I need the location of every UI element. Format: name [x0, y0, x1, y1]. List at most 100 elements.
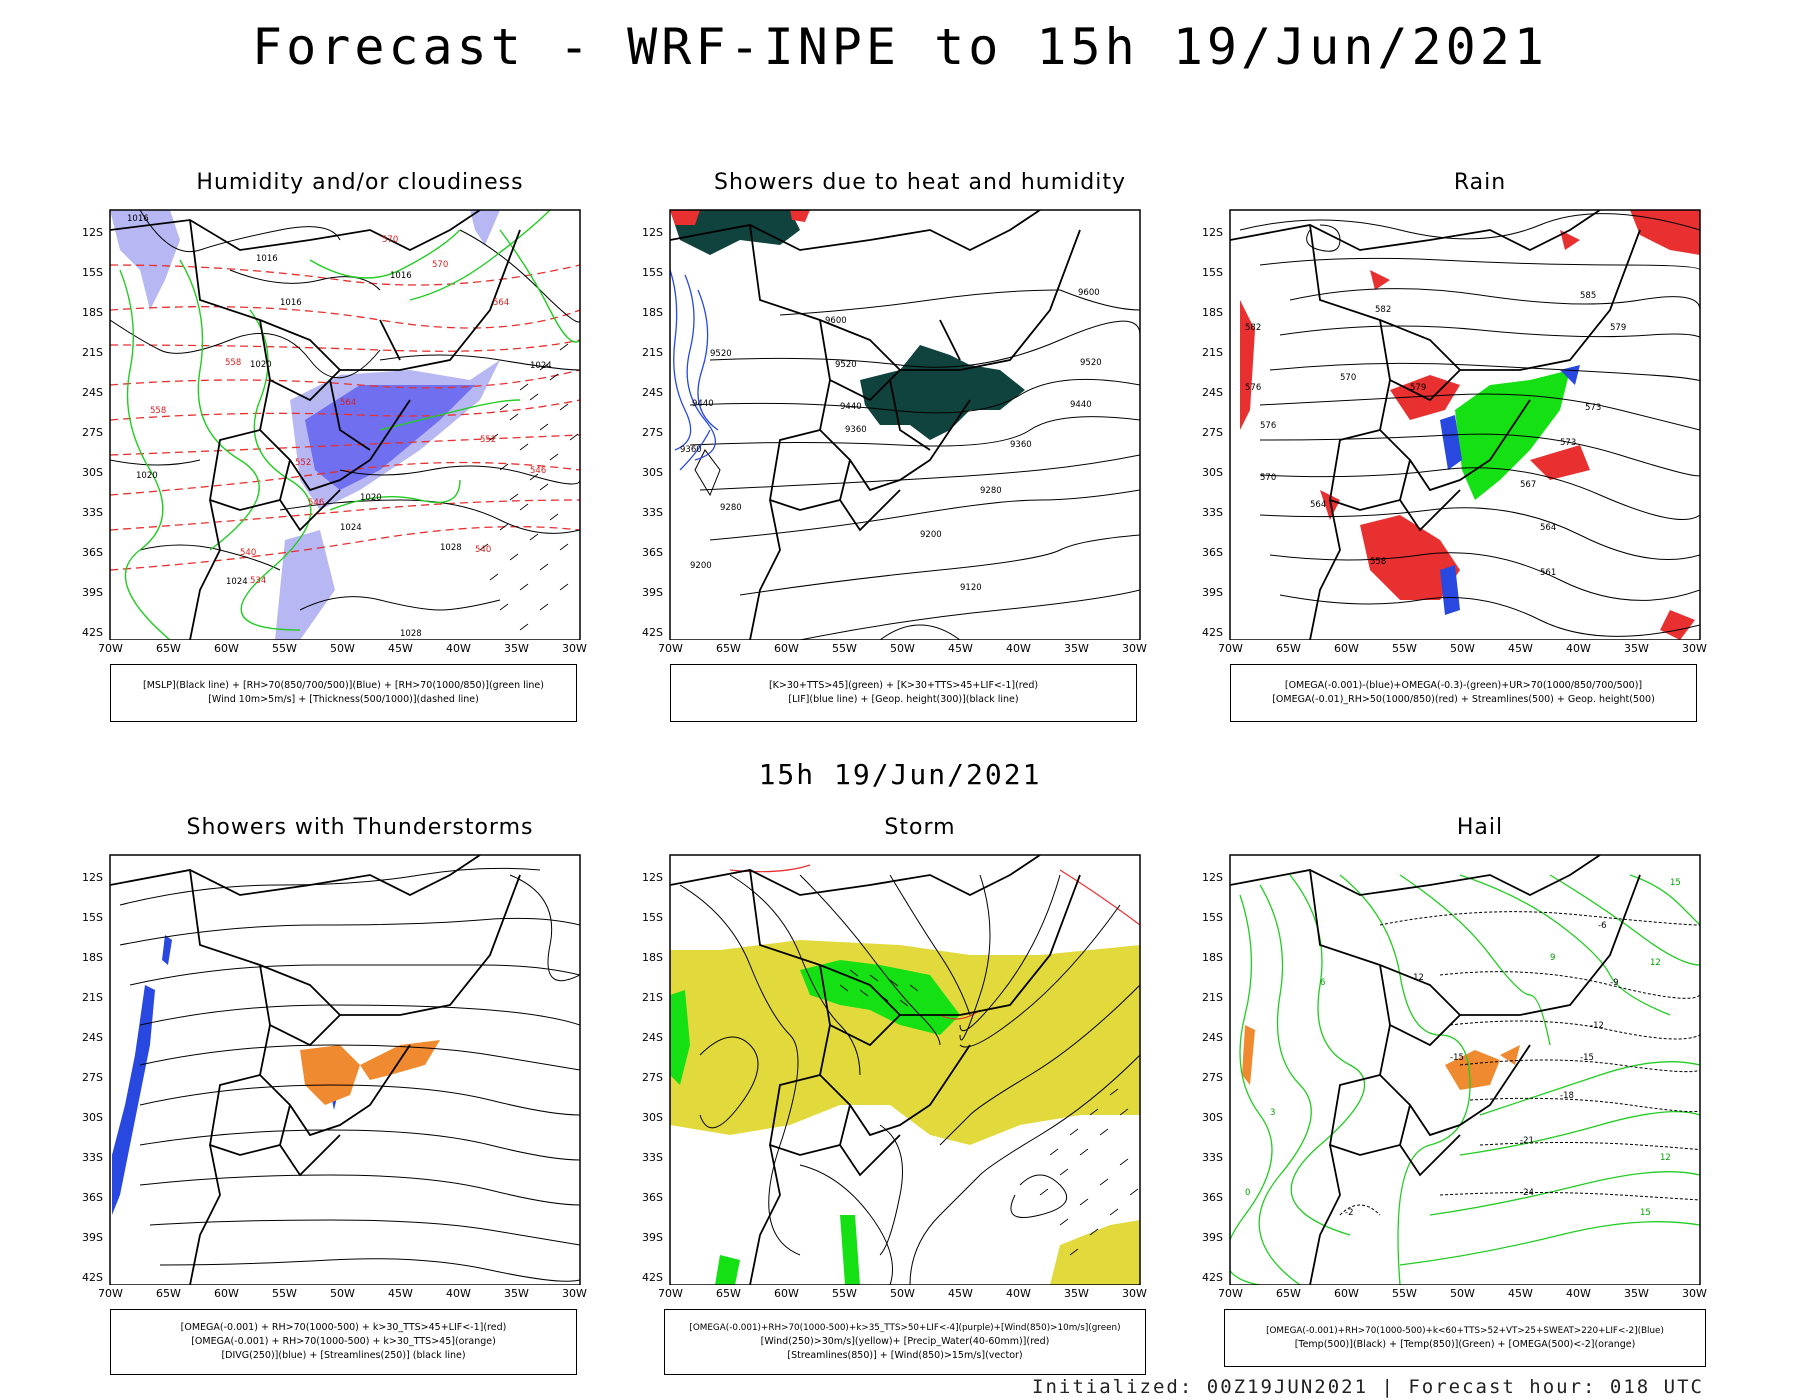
lon-axis: 70W 65W 60W 55W 50W 45W 40W 35W 30W: [1218, 642, 1707, 655]
lat-tick-label: 33S: [1202, 1151, 1223, 1164]
lat-tick-label: 15S: [642, 266, 663, 279]
lon-tick-label: 35W: [504, 1287, 529, 1300]
mslp-label: 1028: [440, 543, 462, 553]
lat-axis-labels: 12S 15S 18S 21S 24S 27S 30S 33S 36S 39S …: [642, 226, 663, 639]
lat-tick-label: 42S: [642, 626, 663, 639]
map-storm: 12S 15S 18S 21S 24S 27S 30S 33S 36S 39S …: [642, 854, 1141, 1285]
lat-tick-label: 24S: [642, 1031, 663, 1044]
lat-tick-label: 21S: [1202, 346, 1223, 359]
temp850-label: 12: [1660, 1153, 1671, 1163]
lon-tick-label: 65W: [716, 1287, 741, 1300]
mslp-label: 1020: [250, 360, 272, 370]
geop-label: 9520: [710, 349, 732, 359]
lon-axis: 70W 65W 60W 55W 50W 45W 40W 35W 30W: [658, 642, 1147, 655]
wind850-green-area: [840, 1215, 860, 1285]
geop-label: 9280: [720, 503, 742, 513]
lon-tick-label: 55W: [272, 1287, 297, 1300]
lon-tick-label: 55W: [1392, 1287, 1417, 1300]
lat-tick-label: 42S: [1202, 1271, 1223, 1284]
geop-label: 9200: [690, 561, 712, 571]
lat-tick-label: 15S: [82, 266, 103, 279]
legend-line: [DIVG(250)](blue) + [Streamlines(250)] (…: [221, 1350, 466, 1361]
lat-tick-label: 12S: [82, 226, 103, 239]
wind250-yellow-area: [670, 940, 1140, 1145]
temp500-label: -6: [1598, 921, 1606, 931]
lon-tick-label: 35W: [1624, 1287, 1649, 1300]
lat-tick-label: 30S: [82, 1111, 103, 1124]
geop-label: 573: [1585, 403, 1601, 413]
lat-axis-labels: 12S 15S 18S 21S 24S 27S 30S 33S 36S 39S …: [1202, 226, 1223, 639]
map-rain: 585 582 579 576 573 570 567 564 561 558 …: [1202, 209, 1701, 640]
lon-tick-label: 55W: [272, 642, 297, 655]
panel-title: Showers with Thunderstorms: [186, 815, 534, 840]
lon-tick-label: 45W: [948, 642, 973, 655]
geop-label: 561: [1540, 568, 1556, 578]
orange-area: [300, 1045, 360, 1105]
lat-tick-label: 33S: [82, 506, 103, 519]
lon-tick-label: 35W: [1064, 1287, 1089, 1300]
lon-tick-label: 60W: [214, 642, 239, 655]
legend-showers-heat: [K>30+TTS>45](green) + [K>30+TTS>45+LIF<…: [670, 664, 1137, 722]
contour-label-group-mslp: 1016 1016 1016 1020 1020 1024 1024 1028 …: [127, 214, 552, 639]
lat-tick-label: 21S: [82, 991, 103, 1004]
temp850-label: 0: [1245, 1188, 1250, 1198]
lon-tick-label: 45W: [388, 642, 413, 655]
lon-tick-label: 65W: [1276, 1287, 1301, 1300]
geop-label: 9120: [960, 583, 982, 593]
temp500-label: -12: [1590, 1021, 1604, 1031]
middle-title: 15h 19/Jun/2021: [758, 758, 1042, 791]
lon-tick-label: 70W: [658, 1287, 683, 1300]
mslp-label: 1024: [530, 361, 552, 371]
legend-line: [OMEGA(-0.001)-(blue)+OMEGA(-0.3)-(green…: [1284, 680, 1643, 691]
lat-tick-label: 24S: [1202, 1031, 1223, 1044]
lat-tick-label: 27S: [642, 1071, 663, 1084]
lat-tick-label: 15S: [642, 911, 663, 924]
temp500-label: -9: [1610, 978, 1618, 988]
lon-tick-label: 65W: [1276, 642, 1301, 655]
lat-tick-label: 27S: [1202, 426, 1223, 439]
contour-label-group-temp850: 15 12 9 6 3 0 15 12: [1245, 878, 1681, 1218]
geop-label: 582: [1245, 323, 1261, 333]
rh-upper-area: [305, 385, 475, 490]
lon-tick-label: 30W: [1682, 642, 1707, 655]
geop-label: 9600: [1078, 288, 1100, 298]
panel-rain: Rain: [1200, 170, 1760, 740]
lat-tick-label: 30S: [1202, 466, 1223, 479]
lon-tick-label: 50W: [1450, 642, 1475, 655]
lat-tick-label: 24S: [642, 386, 663, 399]
geop-label: 585: [1580, 291, 1596, 301]
panel-title: Rain: [1453, 170, 1507, 195]
lat-tick-label: 30S: [1202, 1111, 1223, 1124]
lon-tick-label: 70W: [658, 642, 683, 655]
lon-tick-label: 30W: [1122, 642, 1147, 655]
lon-tick-label: 30W: [1682, 1287, 1707, 1300]
thickness-label: 546: [530, 466, 546, 476]
lat-tick-label: 12S: [82, 871, 103, 884]
lon-axis: 70W 65W 60W 55W 50W 45W 40W 35W 30W: [98, 1287, 587, 1300]
geop-label: 9600: [825, 316, 847, 326]
lon-tick-label: 60W: [214, 1287, 239, 1300]
geop-label: 9360: [845, 425, 867, 435]
geop-label: 567: [1520, 480, 1536, 490]
thickness-label: 570: [382, 235, 398, 245]
geop-label: 558: [1370, 557, 1386, 567]
mslp-label: 1024: [226, 577, 248, 587]
lat-tick-label: 15S: [1202, 911, 1223, 924]
lon-tick-label: 50W: [330, 642, 355, 655]
lat-tick-label: 36S: [642, 546, 663, 559]
lat-tick-label: 36S: [1202, 546, 1223, 559]
lon-tick-label: 30W: [562, 1287, 587, 1300]
temp500-label: -15: [1580, 1053, 1594, 1063]
legend-line: [OMEGA(-0.001) + RH>70(1000-500) + k>30_…: [191, 1336, 496, 1347]
lon-tick-label: 50W: [890, 1287, 915, 1300]
rh-upper-light-area: [110, 210, 180, 310]
lat-axis-labels: 12S 15S 18S 21S 24S 27S 30S 33S 36S 39S …: [82, 226, 103, 639]
lat-tick-label: 39S: [82, 1231, 103, 1244]
lon-tick-label: 40W: [1566, 642, 1591, 655]
lon-tick-label: 50W: [890, 642, 915, 655]
lat-tick-label: 27S: [82, 1071, 103, 1084]
lat-tick-label: 18S: [1202, 951, 1223, 964]
geop-label: 9440: [692, 399, 714, 409]
lon-tick-label: 65W: [716, 642, 741, 655]
k-tts-area: [670, 210, 800, 255]
